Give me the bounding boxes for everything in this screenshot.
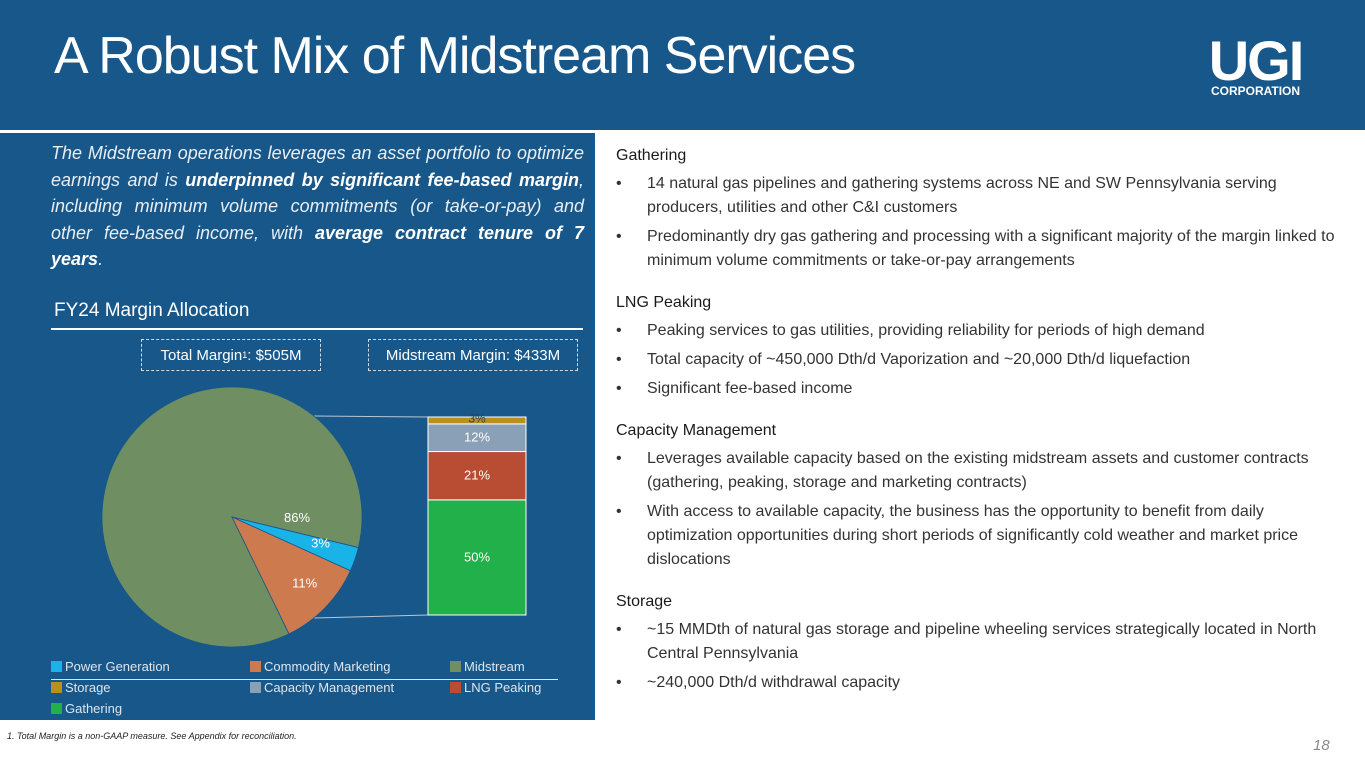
legend-item-power-generation: Power Generation bbox=[51, 659, 170, 674]
intro-text-3: . bbox=[98, 249, 104, 269]
bullet-text: ~240,000 Dth/d withdrawal capacity bbox=[647, 674, 901, 691]
legend-item-midstream: Midstream bbox=[450, 659, 525, 674]
intro-text-1: The Midstream operations leverages an as… bbox=[51, 143, 584, 190]
bullet-text: ~15 MMDth of natural gas storage and pip… bbox=[647, 621, 1317, 662]
services-list: Gathering • 14 natural gas pipelines and g… bbox=[616, 140, 1346, 709]
connector-line-bottom bbox=[313, 614, 429, 619]
legend-swatch bbox=[250, 661, 261, 672]
pie-label-commodity-marketing: 11% bbox=[292, 576, 317, 591]
total-margin-label: Total Margin bbox=[160, 346, 243, 364]
bullet-item: • Leverages available capacity based on t… bbox=[616, 447, 1346, 495]
legend-swatch bbox=[450, 661, 461, 672]
intro-paragraph: The Midstream operations leverages an as… bbox=[51, 140, 584, 273]
bar-segment-capacity-management bbox=[427, 423, 527, 453]
section-title: Storage bbox=[616, 593, 673, 610]
header-bar: A Robust Mix of Midstream Services UGI C… bbox=[0, 0, 1365, 130]
bullet-item: • 14 natural gas pipelines and gathering … bbox=[616, 172, 1346, 220]
midstream-margin-box: Midstream Margin: $433M bbox=[368, 339, 578, 371]
bar-label-capacity-management: 12% bbox=[464, 430, 490, 445]
bullet-icon: • bbox=[616, 674, 622, 691]
bullet-item: • With access to available capacity, the … bbox=[616, 500, 1346, 572]
section-storage: Storage • ~15 MMDth of natural gas storage… bbox=[616, 586, 1346, 695]
legend-item-storage: Storage bbox=[51, 680, 111, 695]
pie-slice-midstream bbox=[101, 386, 363, 648]
bullet-text: 14 natural gas pipelines and gathering s… bbox=[647, 175, 1277, 216]
legend-label: Commodity Marketing bbox=[264, 659, 391, 674]
section-title: LNG Peaking bbox=[616, 294, 712, 311]
page-number: 18 bbox=[1313, 737, 1330, 754]
legend-swatch bbox=[51, 703, 62, 714]
logo-main-text: UGI bbox=[1208, 29, 1305, 92]
pie-label-midstream: 86% bbox=[284, 510, 310, 525]
legend-label: Midstream bbox=[464, 659, 525, 674]
legend-label: Storage bbox=[65, 680, 111, 695]
legend-label: LNG Peaking bbox=[464, 680, 542, 695]
legend-swatch bbox=[51, 661, 62, 672]
section-lng-peaking: LNG Peaking • Peaking services to gas util… bbox=[616, 287, 1346, 401]
bullet-item: • ~15 MMDth of natural gas storage and pi… bbox=[616, 618, 1346, 666]
bullet-text: With access to available capacity, the b… bbox=[647, 503, 1299, 568]
connector-line-top bbox=[313, 415, 429, 418]
section-capacity-management: Capacity Management • Leverages available … bbox=[616, 415, 1346, 572]
margin-chart: 86%3%11%50%21%12%3% bbox=[101, 386, 527, 648]
bullet-icon: • bbox=[616, 228, 622, 245]
pie-label-power-generation: 3% bbox=[311, 535, 330, 550]
bullet-text: Predominantly dry gas gathering and proc… bbox=[647, 228, 1335, 269]
bar-label-gathering: 50% bbox=[464, 549, 490, 564]
legend-item-capacity-management: Capacity Management bbox=[250, 680, 394, 695]
heading-divider bbox=[51, 328, 583, 330]
legend-swatch bbox=[450, 682, 461, 693]
bullet-text: Total capacity of ~450,000 Dth/d Vaporiz… bbox=[647, 351, 1191, 368]
legend-label: Capacity Management bbox=[264, 680, 395, 695]
chart-legend: Power Generation Commodity Marketing Midst… bbox=[51, 659, 561, 719]
footnote: 1. Total Margin is a non-GAAP measure. S… bbox=[7, 731, 297, 741]
bullet-icon: • bbox=[616, 322, 622, 339]
total-margin-value: : $505M bbox=[247, 346, 302, 364]
intro-text-2: , including minimum volume commitments (… bbox=[51, 169, 584, 243]
section-title: Gathering bbox=[616, 147, 687, 164]
bullet-item: • ~240,000 Dth/d withdrawal capacity bbox=[616, 671, 1346, 695]
legend-label: Power Generation bbox=[65, 659, 170, 674]
total-margin-box: Total Margin 1: $505M bbox=[141, 339, 321, 371]
bar-segment-gathering bbox=[427, 499, 527, 616]
pie-slice-commodity-marketing bbox=[231, 516, 351, 635]
bullet-icon: • bbox=[616, 380, 622, 397]
bullet-icon: • bbox=[616, 503, 622, 520]
bar-label-storage: 3% bbox=[468, 411, 486, 425]
ugi-logo: UGI CORPORATION bbox=[1198, 29, 1313, 99]
legend-divider bbox=[51, 679, 558, 680]
intro-bold-2: average contract tenure of 7 years bbox=[51, 222, 584, 270]
legend-swatch bbox=[250, 682, 261, 693]
legend-item-gathering: Gathering bbox=[51, 701, 122, 716]
margin-allocation-heading: FY24 Margin Allocation bbox=[54, 300, 250, 321]
bullet-icon: • bbox=[616, 450, 622, 467]
bullet-item: • Peaking services to gas utilities, prov… bbox=[616, 319, 1346, 343]
bullet-icon: • bbox=[616, 175, 622, 192]
bullet-item: • Predominantly dry gas gathering and pro… bbox=[616, 225, 1346, 273]
page-title: A Robust Mix of Midstream Services bbox=[54, 27, 856, 85]
bullet-item: • Significant fee-based income bbox=[616, 377, 1346, 401]
section-gathering: Gathering • 14 natural gas pipelines and g… bbox=[616, 140, 1346, 273]
legend-swatch bbox=[51, 682, 62, 693]
legend-item-commodity-marketing: Commodity Marketing bbox=[250, 659, 390, 674]
bar-segment-lng-peaking bbox=[427, 451, 527, 501]
bar-segment-storage bbox=[427, 416, 527, 425]
logo-sub-text: CORPORATION bbox=[1210, 84, 1301, 98]
legend-item-lng-peaking: LNG Peaking bbox=[450, 680, 541, 695]
bullet-text: Significant fee-based income bbox=[647, 380, 853, 397]
bullet-icon: • bbox=[616, 621, 622, 638]
bullet-item: • Total capacity of ~450,000 Dth/d Vapori… bbox=[616, 348, 1346, 372]
bar-label-lng-peaking: 21% bbox=[464, 468, 490, 483]
bullet-text: Leverages available capacity based on th… bbox=[647, 450, 1309, 491]
section-title: Capacity Management bbox=[616, 422, 777, 439]
bullet-text: Peaking services to gas utilities, provi… bbox=[647, 322, 1205, 339]
legend-label: Gathering bbox=[65, 701, 123, 716]
bullet-icon: • bbox=[616, 351, 622, 368]
intro-bold-1: underpinned by significant fee-based mar… bbox=[185, 169, 579, 190]
